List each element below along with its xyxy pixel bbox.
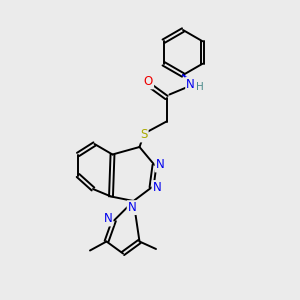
Text: O: O [144, 75, 153, 88]
Text: N: N [128, 201, 136, 214]
Text: N: N [152, 181, 161, 194]
Text: S: S [140, 128, 148, 142]
Text: N: N [186, 77, 195, 91]
Text: N: N [103, 212, 112, 226]
Text: H: H [196, 82, 204, 92]
Text: N: N [155, 158, 164, 172]
